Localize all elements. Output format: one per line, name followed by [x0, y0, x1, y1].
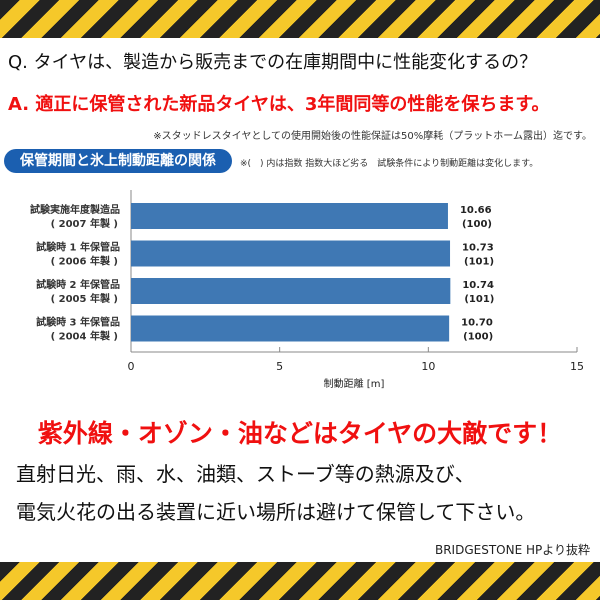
bar — [131, 240, 451, 267]
category-sublabel: ( 2005 年製 ) — [51, 292, 118, 305]
value-label: 10.73 — [462, 243, 494, 254]
category-sublabel: ( 2004 年製 ) — [51, 330, 118, 343]
category-sublabel: ( 2007 年製 ) — [51, 217, 118, 230]
advice-line: 直射日光、雨、水、油類、ストーブ等の熱源及び、 — [16, 462, 475, 486]
x-tick-label: 5 — [276, 360, 283, 373]
bar — [131, 278, 451, 304]
category-label: 試験時 3 年保管品 — [36, 316, 120, 329]
x-tick-label: 10 — [421, 360, 435, 373]
bar — [131, 203, 448, 229]
index-label: (100) — [462, 219, 492, 230]
bar-chart: 0 5 10 15 制動距離 [m] 10.66 (100) 試験実施年度製造品( 2007 … — [30, 190, 584, 390]
index-label: (100) — [463, 332, 493, 343]
category-sublabel: ( 2006 年製 ) — [51, 255, 118, 268]
answer: A. 適正に保管された新品タイヤは、3年間同等の性能を保ちます。 — [8, 94, 550, 115]
question: Q. タイヤは、製造から販売までの在庫期間中に性能変化するの？ — [8, 52, 538, 73]
index-label: (101) — [464, 257, 494, 268]
chart-note: ※( ) 内は指数 指数大ほど劣る 試験条件により制動距離は変化します。 — [240, 159, 539, 169]
category-label: 試験実施年度製造品 — [30, 203, 120, 216]
category-label: 試験時 1 年保管品 — [36, 241, 120, 254]
x-axis-label: 制動距離 [m] — [324, 377, 385, 390]
bar — [131, 315, 450, 342]
hazard-stripe-top — [0, 0, 600, 38]
x-tick-label: 15 — [570, 360, 584, 373]
category-label: 試験時 2 年保管品 — [36, 278, 120, 291]
warning: 紫外線・オゾン・油などはタイヤの大敵です！ — [37, 419, 563, 448]
value-label: 10.70 — [461, 318, 493, 329]
x-tick-label: 0 — [128, 360, 135, 373]
chart-title: 保管期間と氷上制動距離の関係 — [4, 149, 232, 173]
value-label: 10.66 — [460, 205, 492, 216]
advice-line: 電気火花の出る装置に近い場所は避けて保管して下さい。 — [16, 500, 536, 524]
answer-note: ※スタッドレスタイヤとしての使用開始後の性能保証は50%摩耗（プラットホーム露出… — [153, 131, 592, 142]
index-label: (101) — [464, 294, 494, 305]
value-label: 10.74 — [462, 280, 494, 291]
hazard-stripe-bottom — [0, 562, 600, 600]
credit: BRIDGESTONE HPより抜粋 — [434, 543, 590, 557]
